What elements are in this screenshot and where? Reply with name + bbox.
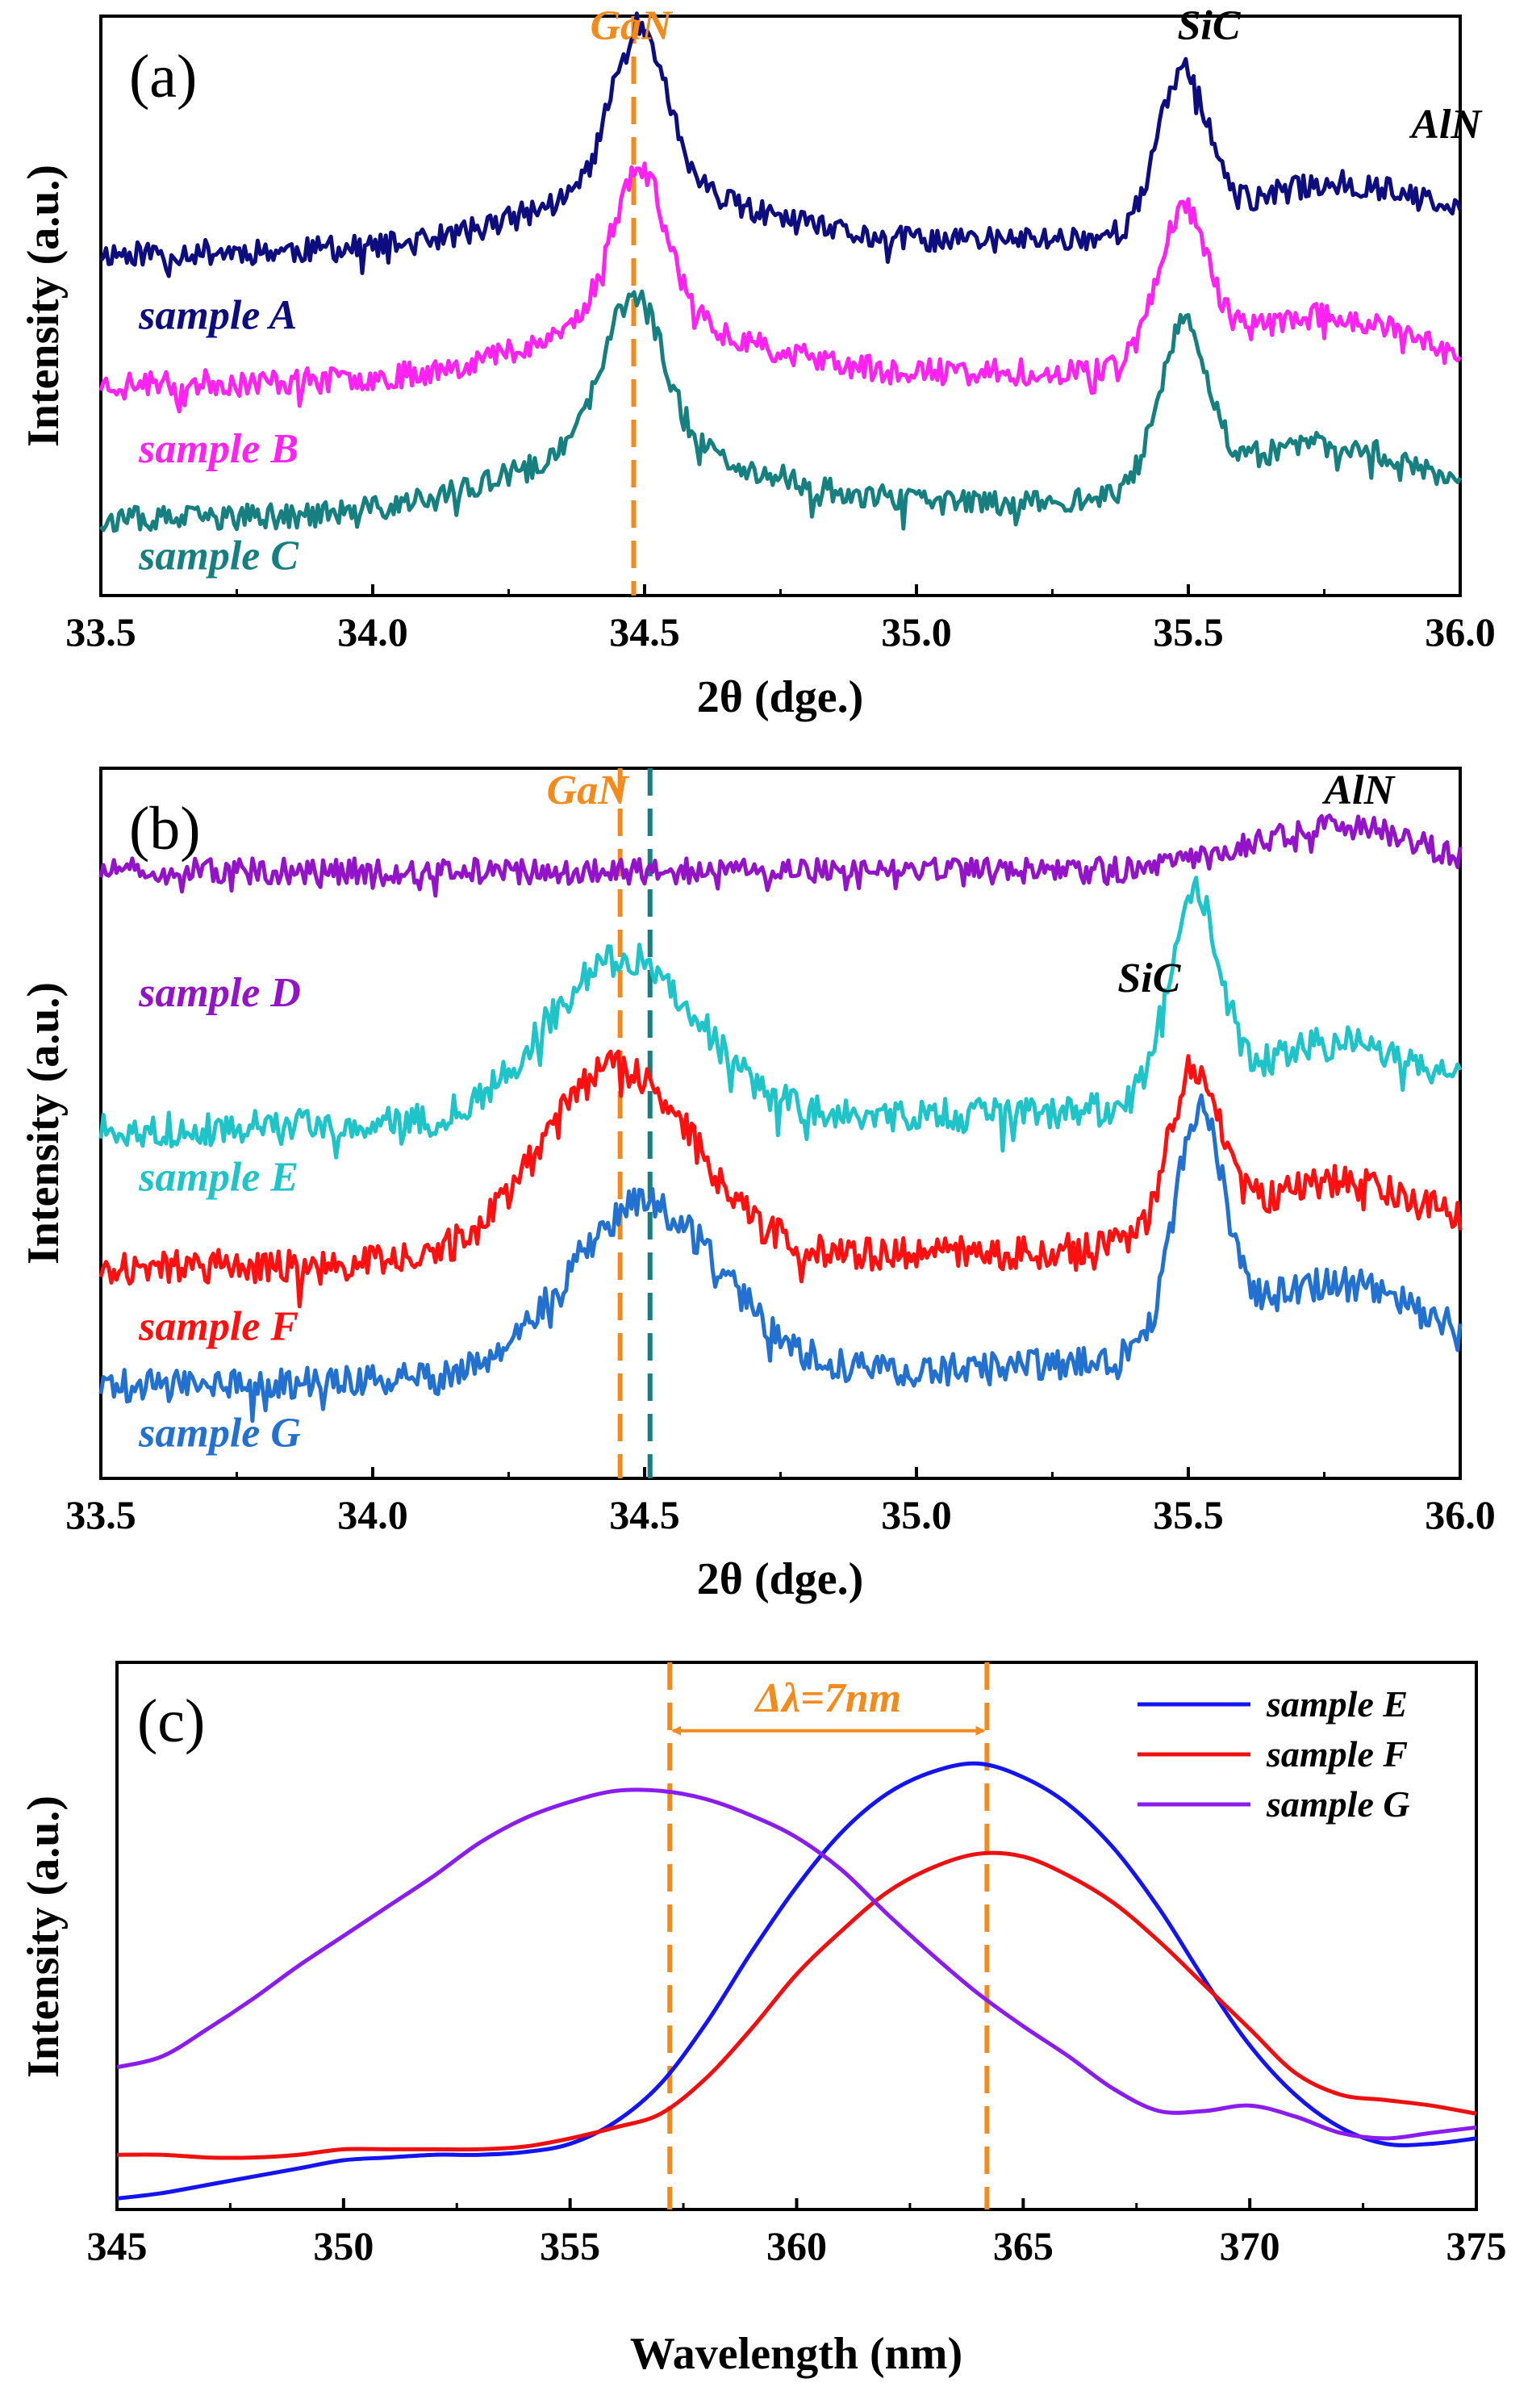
panel-c-xtick-label: 355 — [540, 2223, 600, 2268]
panel-c-series-sample-g — [116, 1787, 1477, 2141]
panel-b-xtick-label: 33.5 — [65, 1492, 136, 1537]
panel-c-legend: sample E sample F sample G — [1138, 1683, 1410, 1825]
panel-a-xlabel: 2θ (dge.) — [697, 672, 864, 722]
panel-b-series-sample-e — [98, 876, 1463, 1160]
panel-a: (a) Intensity (a.u.) 2θ (dge.) 33.5 34.0 3… — [19, 3, 1496, 722]
panel-b-annotation-sic: SiC — [1117, 955, 1181, 1001]
panel-a-ylabel: Intensity (a.u.) — [19, 165, 69, 447]
panel-c-legend-label-sample-f: sample F — [1266, 1733, 1408, 1775]
panel-a-annotation-aln: AlN — [1409, 102, 1483, 148]
panel-a-xtick-label: 35.5 — [1153, 609, 1224, 654]
panel-b: (b) Intensity (a.u.) 2θ (dge.) 33.5 34.0 3… — [19, 767, 1496, 1604]
panel-a-label-sample-c: sample C — [138, 533, 299, 579]
panel-b-label-sample-e: sample E — [138, 1155, 298, 1201]
panel-a-label-sample-a: sample A — [138, 293, 297, 339]
panel-a-xtick-label: 36.0 — [1425, 609, 1496, 654]
panel-a-letter: (a) — [129, 43, 197, 111]
panel-b-annotation-gan: GaN — [547, 767, 631, 813]
panel-b-letter: (b) — [129, 795, 201, 863]
panel-b-xtick-label: 34.0 — [337, 1492, 408, 1537]
panel-b-ylabel: Intensity (a.u.) — [19, 982, 69, 1265]
panel-a-annotation-gan: GaN — [591, 3, 674, 49]
panel-c-xlabel: Wavelength (nm) — [630, 2329, 962, 2379]
panel-a-series-sample-b — [98, 161, 1463, 414]
panel-a-xtick-label: 33.5 — [65, 609, 136, 654]
panel-a-annotation-sic: SiC — [1178, 3, 1242, 49]
panel-c-xtick-label: 375 — [1446, 2223, 1507, 2268]
panel-a-xtick-label: 34.5 — [609, 609, 680, 654]
panel-a-xtick-label: 34.0 — [337, 609, 408, 654]
panel-c-xtick-label: 370 — [1220, 2223, 1280, 2268]
panel-c-xtick-label: 345 — [87, 2223, 148, 2268]
panel-b-label-sample-d: sample D — [138, 970, 301, 1016]
panel-c-xtick-label: 360 — [766, 2223, 827, 2268]
panel-c-xtick-label: 365 — [993, 2223, 1054, 2268]
panel-c-ylabel: Intensity (a.u.) — [19, 1796, 69, 2078]
panel-b-series-sample-g — [98, 1093, 1463, 1423]
panel-c: (c) Intensity (a.u.) Wavelength (nm) 345… — [19, 1661, 1507, 2379]
panel-c-series-sample-e — [116, 1761, 1477, 2201]
panel-b-label-sample-g: sample G — [138, 1410, 301, 1456]
panel-c-legend-label-sample-g: sample G — [1266, 1783, 1410, 1825]
panel-b-annotation-aln: AlN — [1322, 767, 1396, 813]
panel-b-xtick-label: 34.5 — [609, 1492, 680, 1537]
panel-b-label-sample-f: sample F — [138, 1303, 298, 1349]
panel-c-xtick-label: 350 — [313, 2223, 374, 2268]
panel-c-annotation-delta-lambda: Δλ=7nm — [753, 1675, 901, 1721]
panel-b-xtick-label: 35.5 — [1153, 1492, 1224, 1537]
panel-a-series-sample-c — [99, 289, 1463, 533]
panel-c-series-sample-f — [116, 1850, 1477, 2160]
panel-b-xtick-label: 36.0 — [1425, 1492, 1496, 1537]
panel-a-xtick-label: 35.0 — [881, 609, 952, 654]
panel-b-series-sample-d — [98, 813, 1463, 898]
panel-a-label-sample-b: sample B — [138, 426, 298, 472]
panel-c-letter: (c) — [137, 1687, 205, 1755]
panel-a-series-sample-a — [99, 11, 1463, 278]
panel-c-legend-label-sample-e: sample E — [1266, 1683, 1408, 1724]
panel-b-series-sample-f — [98, 1049, 1463, 1309]
panel-b-xlabel: 2θ (dge.) — [697, 1554, 864, 1604]
panel-b-xtick-label: 35.0 — [881, 1492, 952, 1537]
